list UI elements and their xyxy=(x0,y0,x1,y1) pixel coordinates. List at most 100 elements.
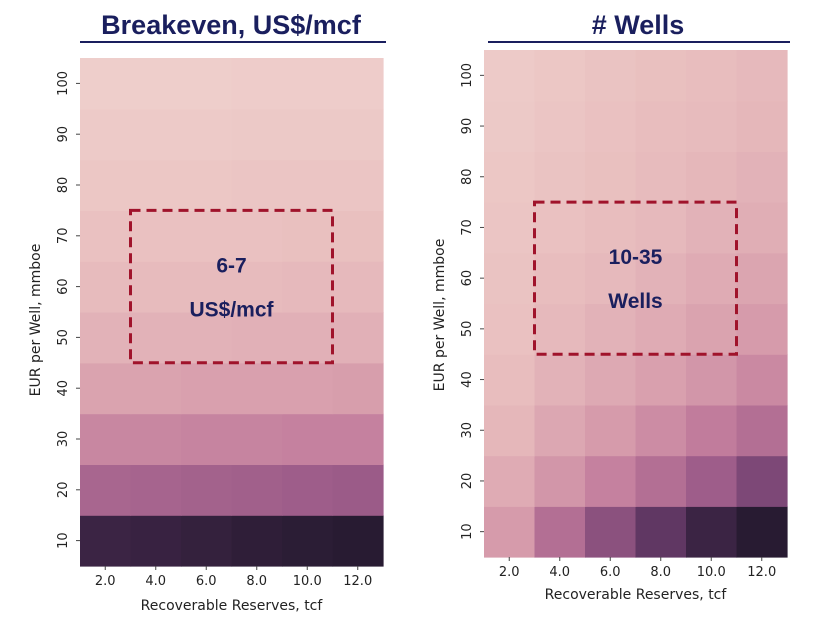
breakeven-heatmap-cell xyxy=(80,413,132,465)
breakeven-heatmap-cell xyxy=(130,58,182,110)
wells-y-tick-label: 60 xyxy=(460,270,475,287)
breakeven-y-tick-label: 60 xyxy=(56,278,71,295)
wells-heatmap-cell xyxy=(635,404,687,457)
wells-y-tick-label: 50 xyxy=(460,321,475,338)
breakeven-heatmap-cell xyxy=(130,108,182,161)
breakeven-heatmap-cell xyxy=(332,464,384,516)
breakeven-heatmap-cell xyxy=(130,261,182,313)
wells-heatmap-cell xyxy=(736,50,788,102)
breakeven-heatmap-cell xyxy=(80,108,132,161)
breakeven-heatmap-cell xyxy=(231,413,283,465)
breakeven-y-tick-label: 40 xyxy=(56,380,71,397)
breakeven-heatmap-cell xyxy=(332,261,384,313)
wells-heatmap-cell xyxy=(585,455,637,507)
wells-heatmap-cell xyxy=(534,506,586,558)
breakeven-heatmap-cell xyxy=(80,159,132,211)
wells-heatmap-cell xyxy=(484,455,536,507)
breakeven-heatmap-cell xyxy=(80,58,132,110)
wells-heatmap-cell xyxy=(534,100,586,152)
breakeven-heatmap-cell xyxy=(181,413,233,465)
wells-y-axis-label: EUR per Well, mmboe xyxy=(432,239,448,392)
wells-heatmap-cell xyxy=(484,202,536,254)
wells-heatmap-cell xyxy=(686,252,738,305)
wells-y-tick-label: 40 xyxy=(460,371,475,388)
breakeven-heatmap-cell xyxy=(332,58,384,110)
wells-heatmap-cell xyxy=(736,303,788,355)
breakeven-y-tick-label: 70 xyxy=(56,228,71,245)
wells-annotation-box xyxy=(533,200,738,356)
breakeven-heatmap-cell xyxy=(181,58,233,110)
breakeven-y-tick-label: 90 xyxy=(56,126,71,143)
breakeven-heatmap-cell xyxy=(130,210,182,262)
wells-y-tick-label: 10 xyxy=(460,523,475,540)
wells-heatmap-cell xyxy=(635,100,687,152)
breakeven-heatmap-cell xyxy=(231,312,283,364)
wells-heatmap-cell xyxy=(484,404,536,457)
wells-heatmap-cell xyxy=(686,455,738,507)
wells-x-tick-label: 10.0 xyxy=(697,565,726,580)
breakeven-heatmap-cell xyxy=(332,210,384,262)
wells-heatmap-cell xyxy=(635,50,687,102)
wells-heatmap-cell xyxy=(484,151,536,203)
wells-heatmap-cell xyxy=(736,354,788,406)
breakeven-x-tick-label: 6.0 xyxy=(196,574,217,589)
wells-heatmap-cell xyxy=(534,252,586,305)
breakeven-heatmap-cell xyxy=(231,58,283,110)
breakeven-heatmap-cell xyxy=(181,159,233,211)
breakeven-heatmap-cell xyxy=(181,312,233,364)
wells-heatmap-cell xyxy=(736,506,788,558)
breakeven-heatmap-cell xyxy=(282,210,334,262)
breakeven-x-axis-label: Recoverable Reserves, tcf xyxy=(141,598,324,614)
wells-heatmap-cell xyxy=(585,202,637,254)
wells-heatmap-cell xyxy=(585,50,637,102)
wells-heatmap-cell xyxy=(686,50,738,102)
wells-heatmap-cell xyxy=(585,252,637,305)
wells-heatmap-cell xyxy=(686,202,738,254)
wells-heatmap-cell xyxy=(484,354,536,406)
wells-annotation-line1: 10-35 xyxy=(609,246,663,269)
wells-heatmap-cell xyxy=(686,303,738,355)
breakeven-annotation-line2: US$/mcf xyxy=(189,299,274,322)
breakeven-heatmap-cell xyxy=(130,515,182,567)
breakeven-heatmap-cell xyxy=(282,464,334,516)
wells-heatmap-cell xyxy=(484,50,536,102)
breakeven-heatmap-cell xyxy=(231,108,283,161)
breakeven-heatmap-cell xyxy=(332,312,384,364)
breakeven-heatmap-cell xyxy=(282,108,334,161)
wells-heatmap-cell xyxy=(736,252,788,305)
wells-heatmap-cell xyxy=(635,151,687,203)
breakeven-heatmap-cell xyxy=(282,58,334,110)
breakeven-heatmap-cell xyxy=(181,210,233,262)
breakeven-x-tick-label: 2.0 xyxy=(95,574,116,589)
breakeven-heatmap-cell xyxy=(80,210,132,262)
wells-heatmap-cell xyxy=(736,151,788,203)
breakeven-heatmap-cell xyxy=(181,108,233,161)
breakeven-x-tick-label: 4.0 xyxy=(145,574,166,589)
breakeven-title: Breakeven, US$/mcf xyxy=(101,10,361,40)
breakeven-heatmap-cell xyxy=(80,362,132,415)
breakeven-heatmap-cell xyxy=(332,108,384,161)
breakeven-heatmap-cell xyxy=(231,362,283,415)
wells-heatmap-cell xyxy=(635,506,687,558)
breakeven-heatmap-cell xyxy=(231,261,283,313)
wells-heatmap-cell xyxy=(686,354,738,406)
breakeven-heatmap-cell xyxy=(282,312,334,364)
breakeven-y-tick-label: 10 xyxy=(56,532,71,549)
wells-heatmap-cell xyxy=(686,100,738,152)
breakeven-heatmap-cell xyxy=(80,464,132,516)
wells-y-tick-label: 20 xyxy=(460,473,475,490)
wells-x-tick-label: 6.0 xyxy=(600,565,621,580)
breakeven-y-tick-label: 50 xyxy=(56,329,71,346)
breakeven-heatmap-cell xyxy=(332,362,384,415)
wells-heatmap-cell xyxy=(635,455,687,507)
wells-heatmap-cell xyxy=(585,506,637,558)
wells-heatmap-cell xyxy=(686,404,738,457)
breakeven-y-tick-label: 20 xyxy=(56,482,71,499)
wells-heatmap-cell xyxy=(635,303,687,355)
breakeven-heatmap-cell xyxy=(282,261,334,313)
wells-heatmap-cell xyxy=(534,455,586,507)
breakeven-annotation-box xyxy=(129,208,334,365)
wells-heatmap-cell xyxy=(635,354,687,406)
wells-heatmap-cell xyxy=(484,506,536,558)
